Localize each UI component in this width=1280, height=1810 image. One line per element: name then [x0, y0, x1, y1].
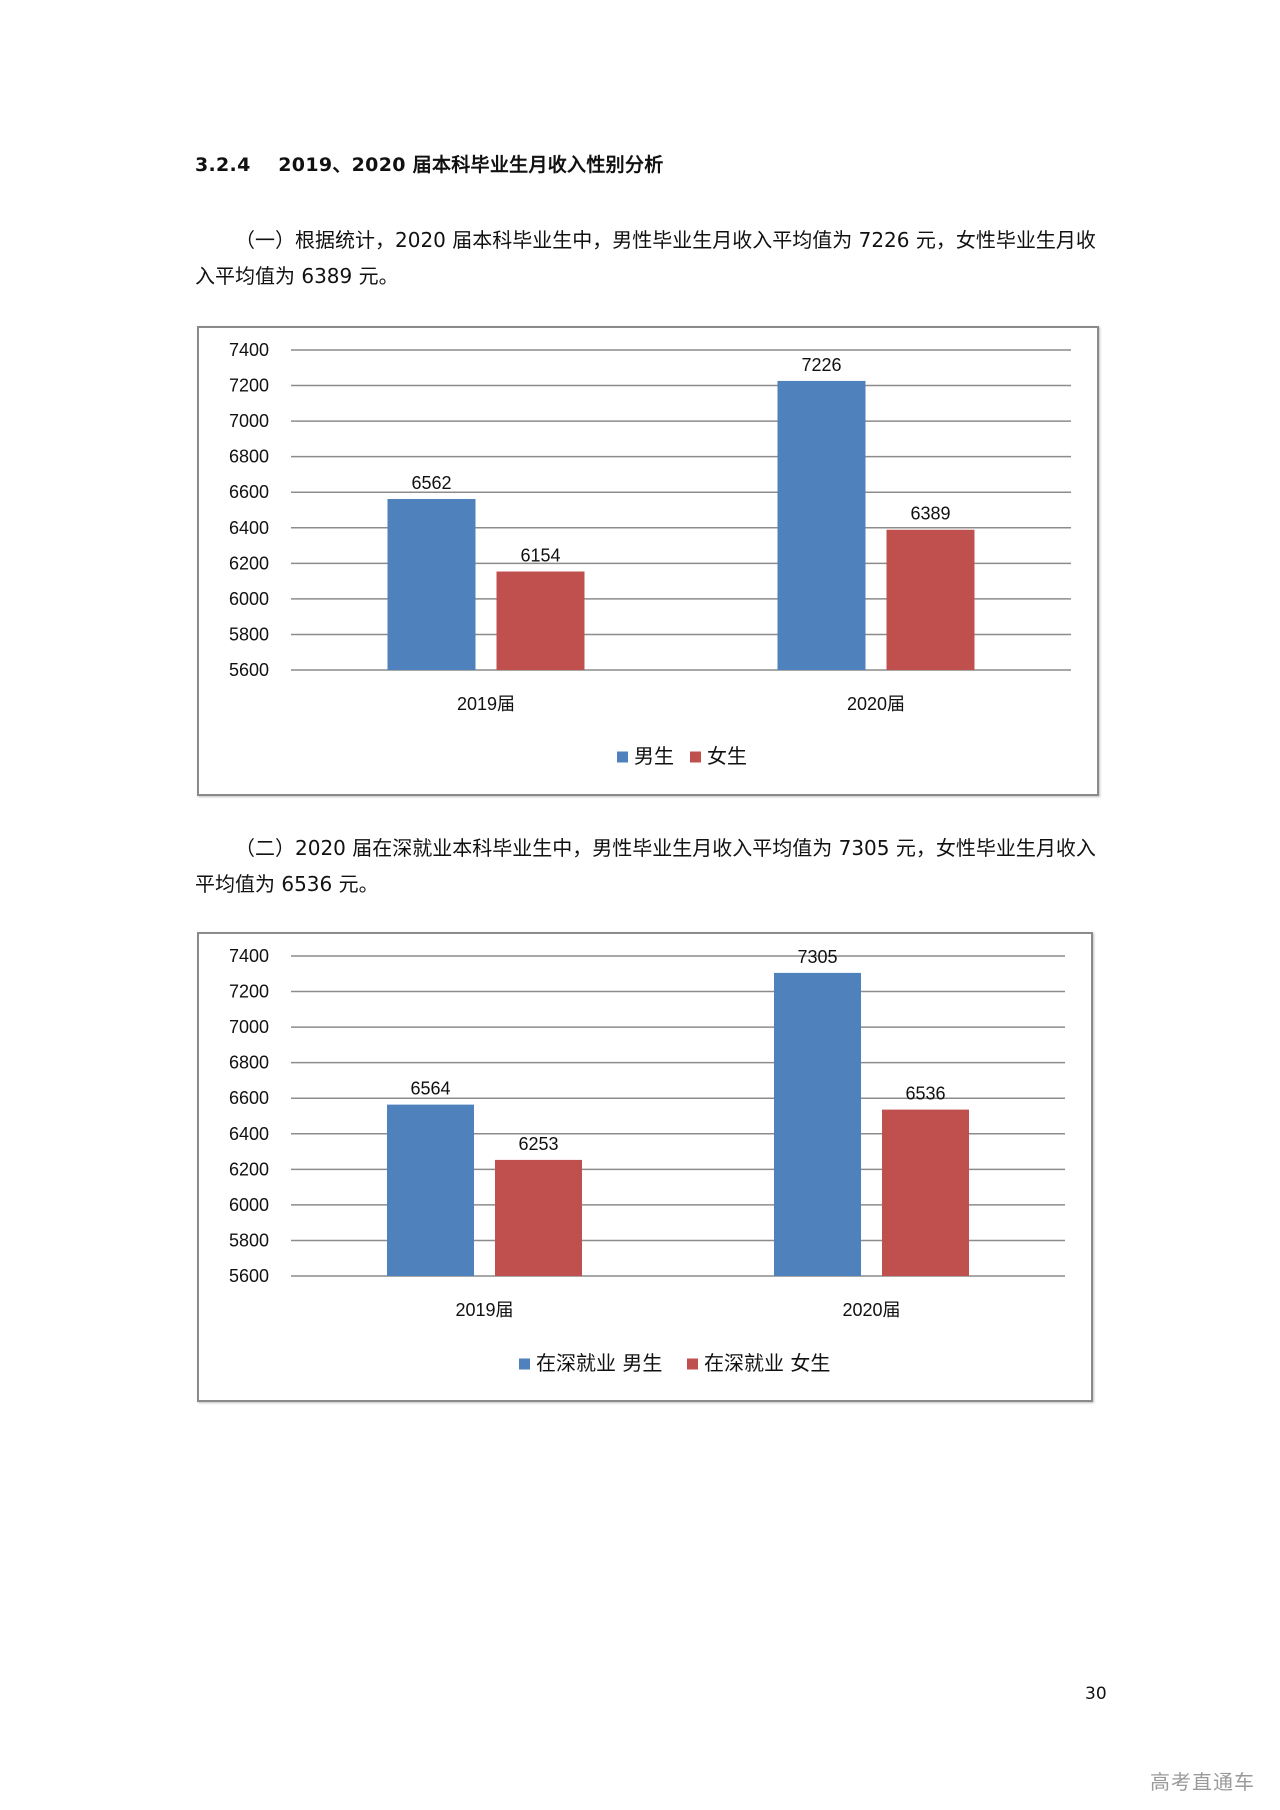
x-tick-label: 2019届 [455, 1300, 513, 1320]
y-tick-label: 6000 [229, 589, 269, 609]
section-heading: 3.2.4 2019、2020 届本科毕业生月收入性别分析 [195, 150, 664, 177]
page-number: 30 [1085, 1684, 1107, 1704]
data-label: 6154 [520, 546, 560, 566]
legend-label: 在深就业 男生 [536, 1351, 662, 1375]
bar [777, 380, 866, 670]
y-tick-label: 6400 [229, 518, 269, 538]
legend-label: 在深就业 女生 [704, 1351, 830, 1375]
bar [774, 972, 861, 1276]
data-label: 7226 [801, 355, 841, 375]
y-tick-label: 7000 [229, 411, 269, 431]
x-tick-label: 2019届 [457, 694, 515, 714]
section-number: 3.2.4 [195, 154, 251, 176]
legend-label: 男生 [634, 744, 674, 768]
y-tick-label: 7200 [229, 982, 269, 1002]
section-title: 2019、2020 届本科毕业生月收入性别分析 [278, 154, 664, 176]
bar [882, 1109, 969, 1276]
y-tick-label: 6800 [229, 1053, 269, 1073]
y-tick-label: 7000 [229, 1017, 269, 1037]
y-tick-label: 6000 [229, 1195, 269, 1215]
y-tick-label: 6200 [229, 553, 269, 573]
bar [387, 498, 476, 670]
chart-1: 5600 5800 6000 6200 6400 6600 6800 7000 7200 7400… [197, 326, 1099, 796]
y-tick-label: 6400 [229, 1124, 269, 1144]
paragraph-1: （一）根据统计，2020 届本科毕业生中，男性毕业生月收入平均值为 7226 元… [195, 228, 1096, 288]
y-tick-label: 5800 [229, 624, 269, 644]
y-tick-label: 7400 [229, 340, 269, 360]
legend-swatch [690, 751, 701, 763]
bar [886, 529, 975, 670]
y-tick-label: 6800 [229, 447, 269, 467]
y-tick-label: 5600 [229, 1266, 269, 1286]
legend-label: 女生 [707, 744, 747, 768]
chart-2-svg: 5600 5800 6000 6200 6400 6600 6800 7000 7200 7400… [229, 946, 1065, 1375]
paragraph-2: （二）2020 届在深就业本科毕业生中，男性毕业生月收入平均值为 7305 元，… [195, 836, 1096, 896]
data-label: 7305 [797, 947, 837, 967]
y-tick-label: 6600 [229, 1088, 269, 1108]
data-label: 6564 [410, 1079, 450, 1099]
y-tick-label: 7200 [229, 376, 269, 396]
bar [496, 571, 585, 670]
legend-swatch [617, 751, 628, 763]
bar [387, 1104, 474, 1276]
data-label: 6389 [910, 504, 950, 524]
y-tick-label: 6200 [229, 1159, 269, 1179]
data-label: 6536 [905, 1084, 945, 1104]
y-tick-label: 5600 [229, 660, 269, 680]
x-tick-label: 2020届 [847, 694, 905, 714]
data-label: 6562 [411, 473, 451, 493]
y-tick-label: 6600 [229, 482, 269, 502]
chart-2: 5600 5800 6000 6200 6400 6600 6800 7000 7200 7400… [197, 932, 1093, 1402]
legend-swatch [519, 1358, 530, 1370]
watermark: 高考直通车 [1150, 1770, 1255, 1794]
x-tick-label: 2020届 [842, 1300, 900, 1320]
y-tick-label: 5800 [229, 1230, 269, 1250]
data-label: 6253 [518, 1134, 558, 1154]
y-tick-label: 7400 [229, 946, 269, 966]
chart-1-svg: 5600 5800 6000 6200 6400 6600 6800 7000 7200 7400… [229, 340, 1071, 768]
bar [495, 1159, 582, 1276]
legend-swatch [687, 1358, 698, 1370]
